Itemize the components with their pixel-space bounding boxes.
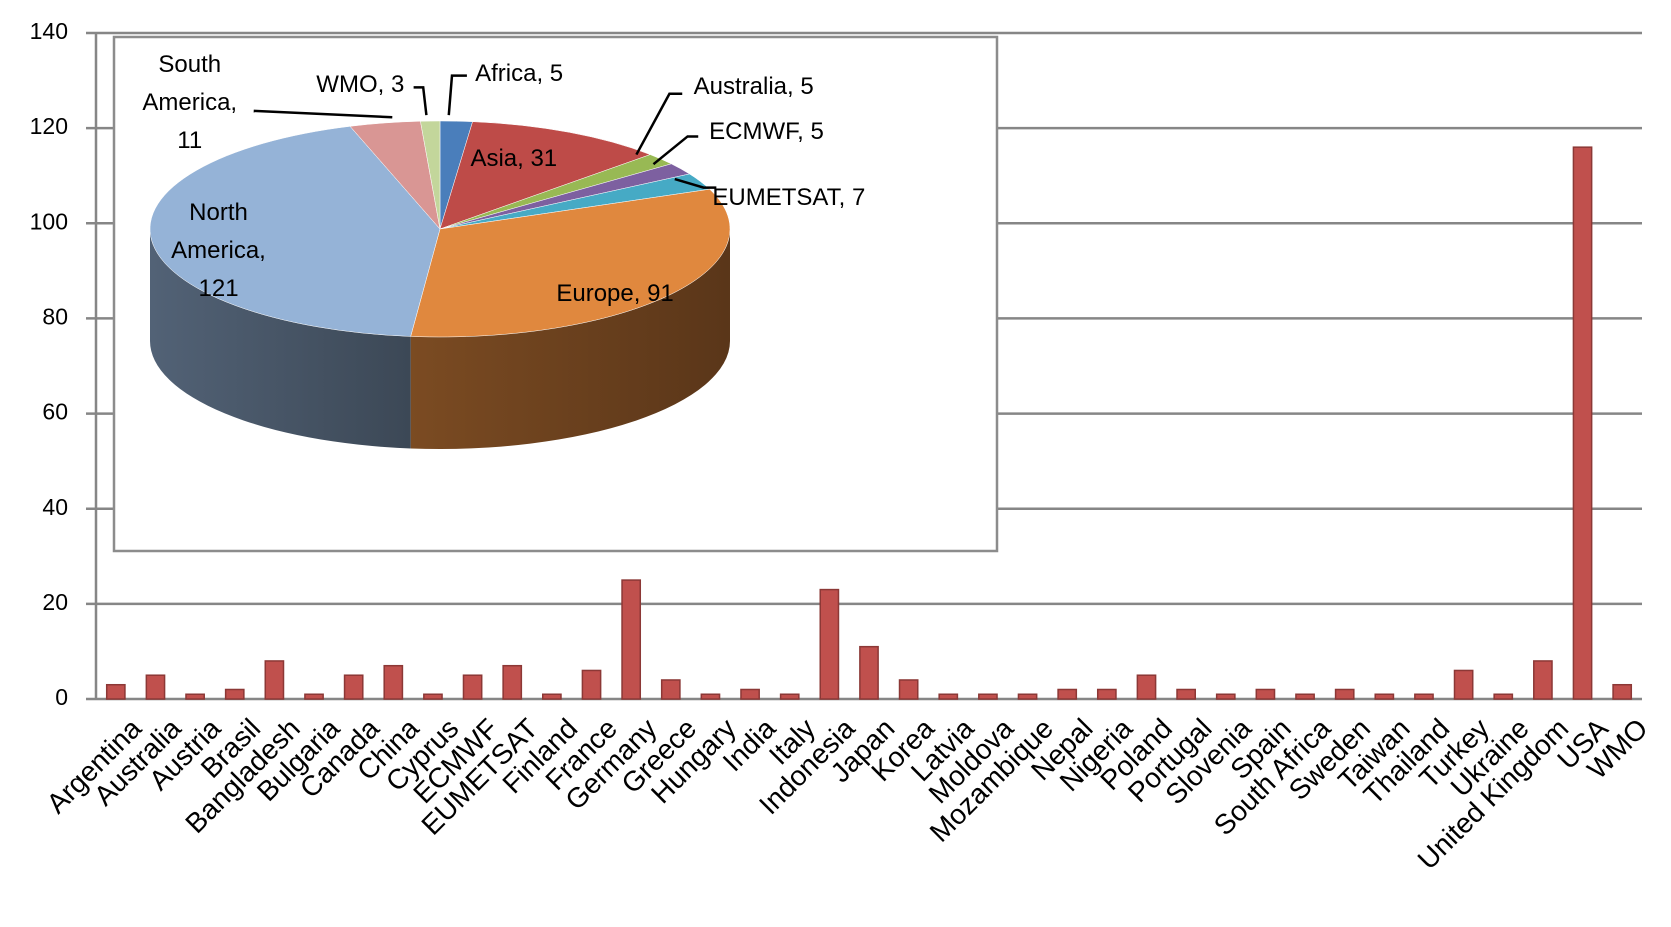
bar <box>1096 688 1117 700</box>
y-tick-label: 100 <box>30 208 68 234</box>
pie-label: South America, 11 <box>142 51 238 155</box>
bar <box>1493 693 1514 700</box>
bar <box>343 674 364 700</box>
bar <box>1374 693 1395 700</box>
leader-line <box>413 86 428 116</box>
pie-label: North America, 121 <box>171 198 266 302</box>
y-tick-label: 0 <box>55 684 68 710</box>
bar <box>1334 688 1355 700</box>
bar <box>1453 669 1474 700</box>
bar <box>145 674 166 700</box>
bar <box>700 693 721 700</box>
leader-line <box>447 74 467 116</box>
bar <box>1017 693 1038 700</box>
bar <box>105 683 126 700</box>
pie-label: ECMWF, 5 <box>709 118 824 146</box>
y-tick-label: 60 <box>42 399 68 425</box>
bar <box>542 693 562 700</box>
bar <box>1612 683 1633 700</box>
bar <box>1414 693 1434 700</box>
bar <box>462 674 483 700</box>
bar <box>978 693 998 700</box>
y-tick-label: 80 <box>42 304 68 330</box>
pie-side <box>150 229 411 449</box>
pie-slice <box>410 188 731 338</box>
bar <box>859 645 879 700</box>
y-tick-label: 140 <box>30 18 68 44</box>
bar <box>1255 688 1276 700</box>
pie-label: Africa, 5 <box>475 59 564 87</box>
bar <box>1572 146 1593 700</box>
bar <box>740 688 760 700</box>
pie-label: EUMETSAT, 7 <box>712 184 866 212</box>
bar <box>502 664 523 700</box>
bar <box>1136 674 1157 700</box>
bar <box>779 693 800 700</box>
bar <box>264 660 285 700</box>
leader-line <box>674 177 717 189</box>
pie-label: Asia, 31 <box>470 144 558 172</box>
leader-line <box>652 135 699 166</box>
y-tick-label: 40 <box>42 494 68 520</box>
bar <box>819 588 840 700</box>
bar <box>1533 660 1553 700</box>
y-tick-label: 120 <box>30 113 68 139</box>
pie-label: Europe, 91 <box>556 280 674 308</box>
leader-line <box>635 92 683 156</box>
leader-line <box>253 109 393 119</box>
pie-slice <box>420 120 441 230</box>
bar <box>1057 688 1078 700</box>
bar <box>1176 688 1196 700</box>
pie-side <box>410 229 730 449</box>
pie-label: Australia, 5 <box>693 73 814 101</box>
y-tick-label: 20 <box>42 589 68 615</box>
pie-label: WMO, 3 <box>316 71 405 99</box>
bar <box>383 664 404 700</box>
bar <box>1295 693 1315 700</box>
bar <box>304 693 324 700</box>
bar <box>660 679 681 700</box>
bar <box>224 688 245 700</box>
bar <box>581 669 602 700</box>
bar <box>621 579 642 700</box>
bar <box>423 693 443 700</box>
bar <box>898 679 919 700</box>
bar <box>185 693 205 700</box>
pie-slice <box>149 126 441 337</box>
bar <box>1215 693 1236 700</box>
bar <box>938 693 959 700</box>
